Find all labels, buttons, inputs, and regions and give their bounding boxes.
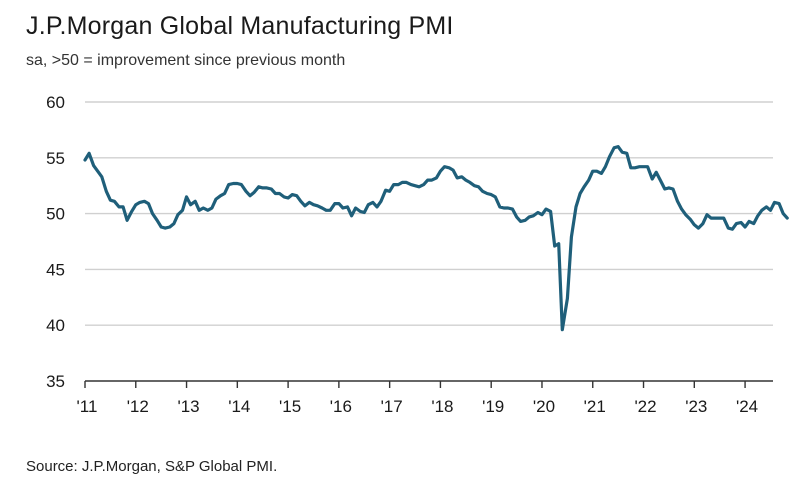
x-tick-label-2016: '16 [330, 397, 352, 416]
y-tick-label-50: 50 [46, 205, 65, 224]
y-axis-ticks: 35 40 45 50 55 60 [46, 93, 65, 391]
y-tick-label-40: 40 [46, 316, 65, 335]
y-tick-label-35: 35 [46, 372, 65, 391]
x-tick-label-2015: '15 [279, 397, 301, 416]
x-tick-label-2024: '24 [736, 397, 758, 416]
x-tick-label-2022: '22 [634, 397, 656, 416]
chart-subtitle: sa, >50 = improvement since previous mon… [26, 52, 346, 69]
x-tick-label-2023: '23 [685, 397, 707, 416]
x-tick-label-2021: '21 [584, 397, 606, 416]
x-axis: '11 '12 '13 '14 '15 '16 '17 '18 '19 '20 '21 '22 '23 '… [77, 380, 773, 416]
gridlines [85, 101, 773, 326]
x-tick-label-2020: '20 [533, 397, 555, 416]
x-tick-label-2019: '19 [482, 397, 504, 416]
y-tick-label-55: 55 [46, 149, 65, 168]
y-tick-label-45: 45 [46, 260, 65, 279]
x-tick-label-2012: '12 [127, 397, 149, 416]
x-tick-label-2014: '14 [228, 397, 250, 416]
x-tick-label-2017: '17 [381, 397, 403, 416]
x-tick-label-2011: '11 [77, 397, 98, 416]
chart-title: J.P.Morgan Global Manufacturing PMI [26, 12, 454, 40]
source-note: Source: J.P.Morgan, S&P Global PMI. [26, 458, 278, 475]
x-tick-label-2013: '13 [177, 397, 199, 416]
y-tick-label-60: 60 [46, 93, 65, 112]
series-group [83, 145, 789, 332]
x-tick-label-2018: '18 [431, 397, 453, 416]
series-line-0 [83, 145, 789, 332]
